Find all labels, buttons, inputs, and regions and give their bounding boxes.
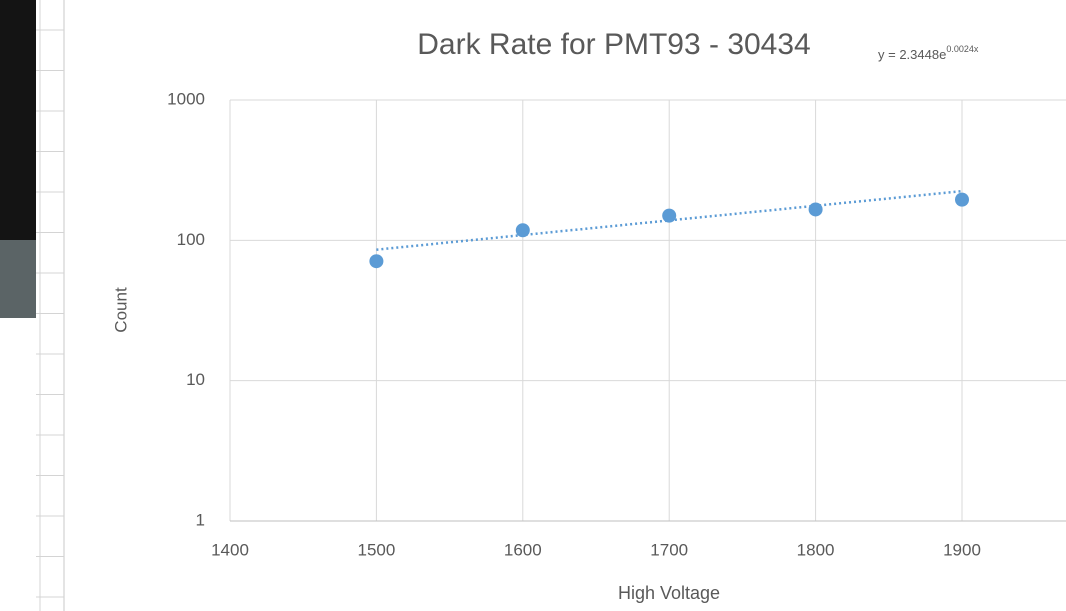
data-point (955, 193, 969, 207)
data-point (662, 209, 676, 223)
trendline-equation-base: y = 2.3448e (878, 47, 946, 62)
chart-title: Dark Rate for PMT93 - 30434 (417, 28, 811, 61)
x-tick-label: 1800 (797, 540, 835, 559)
trendline-equation-exponent: 0.0024x (946, 44, 979, 54)
y-axis-label: Count (111, 287, 130, 333)
data-point (809, 202, 823, 216)
y-tick-label: 100 (177, 230, 205, 249)
x-axis-label: High Voltage (618, 583, 720, 603)
y-tick-label: 10 (186, 370, 205, 389)
x-tick-label: 1400 (211, 540, 249, 559)
data-point (516, 223, 530, 237)
page: {"chart_data": { "type": "scatter", "tit… (0, 0, 1066, 611)
trendline-equation: y = 2.3448e0.0024x (878, 44, 979, 62)
x-tick-label: 1500 (357, 540, 395, 559)
photo-strip-light (0, 240, 36, 318)
x-tick-label: 1600 (504, 540, 542, 559)
x-tick-label: 1700 (650, 540, 688, 559)
chart: Dark Rate for PMT93 - 30434 y = 2.3448e0… (0, 0, 1066, 611)
y-tick-label: 1 (196, 510, 205, 529)
x-tick-label: 1900 (943, 540, 981, 559)
data-point (369, 254, 383, 268)
y-tick-label: 1000 (167, 89, 205, 108)
